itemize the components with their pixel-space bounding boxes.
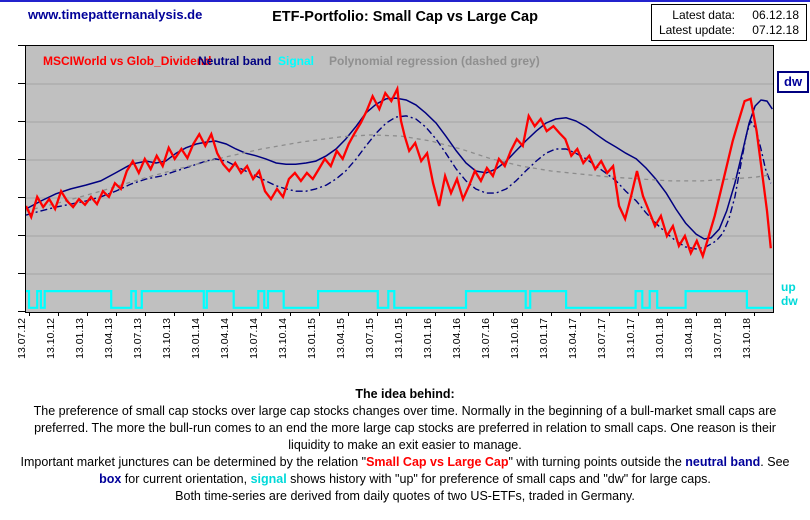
x-axis-label: 13.10.14 <box>277 318 289 359</box>
y-tick <box>18 45 25 46</box>
x-tick <box>377 312 378 316</box>
idea-line: The preference of small cap stocks over … <box>33 404 777 418</box>
x-tick <box>696 312 697 316</box>
idea-line: box for current orientation, signal show… <box>99 472 711 486</box>
x-tick <box>145 312 146 316</box>
y-tick <box>18 159 25 160</box>
x-tick <box>290 312 291 316</box>
y-tick <box>18 235 25 236</box>
y-tick <box>18 273 25 274</box>
x-axis-label: 13.10.12 <box>45 318 57 359</box>
x-axis-label: 13.04.14 <box>219 318 231 359</box>
plot-svg <box>26 83 773 309</box>
x-axis-label: 13.07.16 <box>480 318 492 359</box>
x-axis-label: 13.01.14 <box>190 318 202 359</box>
y-tick <box>18 311 25 312</box>
x-axis-label: 13.07.14 <box>248 318 260 359</box>
x-tick <box>406 312 407 316</box>
x-tick <box>522 312 523 316</box>
x-axis-label: 13.01.13 <box>74 318 86 359</box>
x-axis-label: 13.10.13 <box>161 318 173 359</box>
latest-info-box: Latest data: 06.12.18 Latest update: 07.… <box>650 4 807 41</box>
x-tick <box>725 312 726 316</box>
x-tick <box>116 312 117 316</box>
top-border-line <box>0 0 810 2</box>
x-tick <box>580 312 581 316</box>
x-tick <box>493 312 494 316</box>
legend-regression: Polynomial regression (dashed grey) <box>329 54 540 68</box>
idea-line: preferred. The more the bull-run comes t… <box>34 421 776 435</box>
x-tick <box>551 312 552 316</box>
y-tick <box>18 83 25 84</box>
x-tick <box>464 312 465 316</box>
x-tick <box>203 312 204 316</box>
x-axis-label: 13.07.15 <box>364 318 376 359</box>
signal-dw-label: dw <box>781 294 798 308</box>
series-band-lower <box>26 115 772 250</box>
chart-plot-area: MSCIWorld vs Glob_Dividend Neutral band … <box>25 45 774 313</box>
x-axis-label: 13.04.15 <box>335 318 347 359</box>
x-tick <box>29 312 30 316</box>
x-axis-label: 13.10.16 <box>509 318 521 359</box>
x-axis-label: 13.10.17 <box>625 318 637 359</box>
latest-data-label: Latest data: <box>672 8 735 22</box>
x-axis-label: 13.01.17 <box>538 318 550 359</box>
signal-up-label: up <box>781 280 796 294</box>
x-axis-label: 13.04.13 <box>103 318 115 359</box>
x-axis-label: 13.10.15 <box>393 318 405 359</box>
legend-neutral-band: Neutral band <box>198 54 272 68</box>
legend-ratio: MSCIWorld vs Glob_Dividend <box>43 54 212 68</box>
series-band-upper <box>26 97 773 240</box>
idea-heading: The idea behind: <box>355 387 455 401</box>
idea-lines: The preference of small cap stocks over … <box>0 403 810 505</box>
x-tick <box>435 312 436 316</box>
x-tick <box>609 312 610 316</box>
y-tick <box>18 197 25 198</box>
legend-signal: Signal <box>278 54 315 68</box>
latest-data-value: 06.12.18 <box>752 8 799 22</box>
x-axis-label: 13.04.16 <box>451 318 463 359</box>
x-axis-label: 13.07.13 <box>132 318 144 359</box>
y-tick <box>18 121 25 122</box>
x-tick <box>638 312 639 316</box>
x-axis-label: 13.01.18 <box>654 318 666 359</box>
x-tick <box>754 312 755 316</box>
x-axis-label: 13.07.12 <box>16 318 28 359</box>
idea-text-block: The idea behind: The preference of small… <box>0 386 810 505</box>
latest-update-label: Latest update: <box>658 23 735 37</box>
x-tick <box>319 312 320 316</box>
idea-line: Both time-series are derived from daily … <box>175 489 635 503</box>
x-tick <box>261 312 262 316</box>
x-tick <box>58 312 59 316</box>
x-axis-label: 13.04.18 <box>683 318 695 359</box>
site-url-link[interactable]: www.timepatternanalysis.de <box>28 7 203 22</box>
idea-line: liquidity to make an exit easier to mana… <box>288 438 522 452</box>
x-tick <box>87 312 88 316</box>
idea-line: Important market junctures can be determ… <box>20 455 790 469</box>
x-axis-label: 13.01.16 <box>422 318 434 359</box>
x-axis-label: 13.07.17 <box>596 318 608 359</box>
x-axis-label: 13.01.15 <box>306 318 318 359</box>
page-title: ETF-Portfolio: Small Cap vs Large Cap <box>272 9 538 25</box>
series-regression <box>26 134 771 212</box>
x-tick <box>174 312 175 316</box>
x-axis-label: 13.04.17 <box>567 318 579 359</box>
series-signal <box>26 290 773 309</box>
latest-update-value: 07.12.18 <box>752 23 799 37</box>
x-axis-label: 13.07.18 <box>712 318 724 359</box>
x-axis-label: 13.10.18 <box>741 318 753 359</box>
x-tick <box>348 312 349 316</box>
series-ratio <box>26 84 772 260</box>
x-tick <box>232 312 233 316</box>
x-tick <box>667 312 668 316</box>
current-signal-box: dw <box>777 71 810 93</box>
